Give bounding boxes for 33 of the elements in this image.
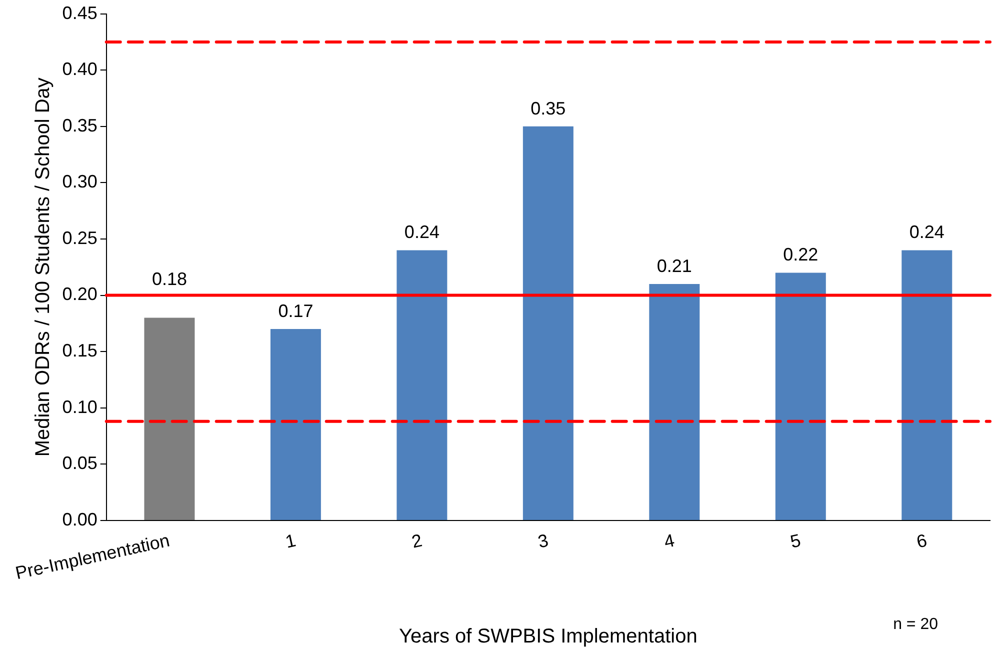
y-tick-label: 0.15 xyxy=(62,340,98,361)
x-tick-label: 3 xyxy=(536,530,550,552)
data-label: 0.24 xyxy=(404,222,440,242)
y-tick-label: 0.30 xyxy=(62,172,98,192)
bar xyxy=(144,318,195,520)
bar xyxy=(775,272,826,520)
bar xyxy=(522,126,574,520)
x-tick-label: 4 xyxy=(662,530,676,552)
bar xyxy=(396,250,448,520)
y-tick-label: 0.20 xyxy=(62,284,98,304)
y-axis-title: Median ODRs / 100 Students / School Day xyxy=(32,78,54,457)
data-label: 0.21 xyxy=(656,256,692,276)
x-tick-label: 6 xyxy=(914,530,929,552)
y-tick-label: 0.35 xyxy=(62,115,98,136)
data-label: 0.22 xyxy=(783,244,818,265)
data-label: 0.24 xyxy=(909,222,944,242)
data-label: 0.18 xyxy=(152,269,187,290)
x-tick-label: 2 xyxy=(410,530,424,552)
text: n = 20 xyxy=(893,616,938,634)
x-tick-label: 1 xyxy=(284,530,298,552)
bar xyxy=(649,284,700,520)
x-axis-title: Years of SWPBIS Implementation xyxy=(399,626,698,648)
y-tick-label: 0.10 xyxy=(62,396,98,417)
bar xyxy=(270,329,321,520)
y-tick-label: 0.25 xyxy=(62,228,98,248)
bar xyxy=(902,250,952,520)
y-tick-label: 0.45 xyxy=(62,2,98,23)
data-label: 0.35 xyxy=(530,98,566,118)
y-tick-label: 0.00 xyxy=(62,509,98,530)
y-tick-label: 0.05 xyxy=(62,453,98,474)
x-tick-label: 5 xyxy=(788,530,803,552)
y-tick-label: 0.40 xyxy=(62,59,98,80)
data-label: 0.17 xyxy=(278,301,314,322)
